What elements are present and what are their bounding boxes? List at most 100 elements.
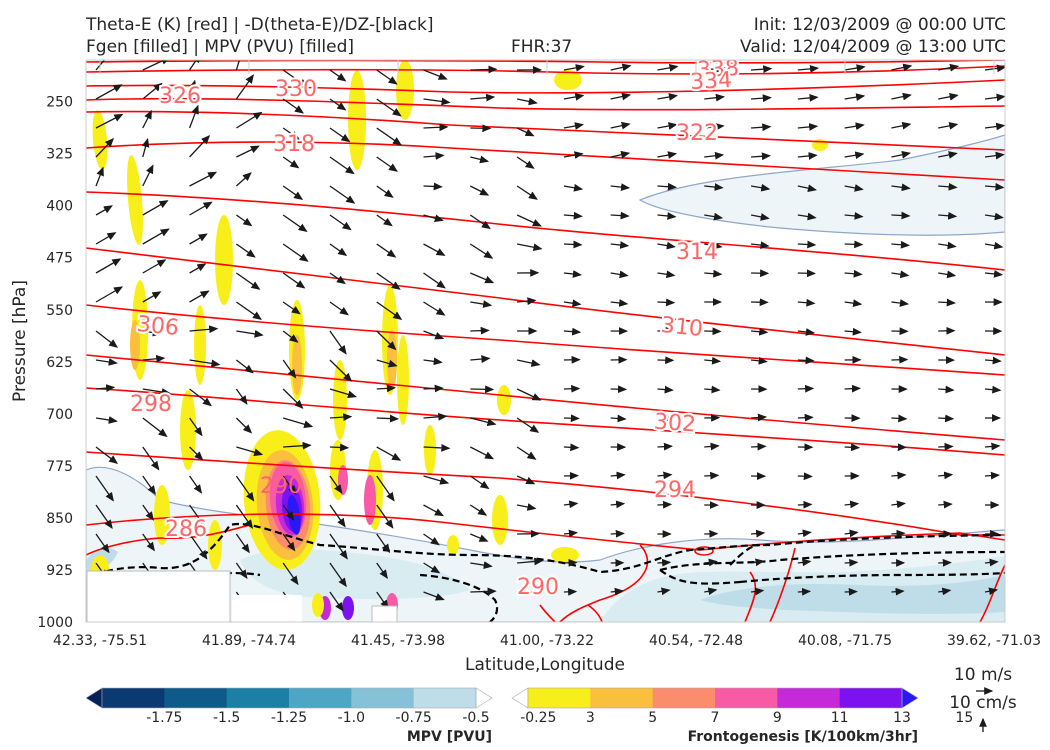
wind-vector — [610, 183, 631, 191]
wind-vector — [844, 64, 866, 72]
y-axis-ticks: 250 325 400 475 550 625 700 775 850 925 1000 — [37, 95, 73, 631]
wind-vector — [142, 228, 170, 245]
x-tick-label: 41.89, -74.74 — [202, 633, 296, 649]
wind-vector — [235, 243, 256, 258]
frontogenesis-region — [497, 385, 511, 415]
y-axis-label: Pressure [hPa] — [10, 280, 30, 402]
wind-vector — [751, 94, 772, 103]
wind-vector — [797, 356, 815, 365]
fgen-colorbar-tick-label: 13 — [893, 710, 911, 726]
wind-vector — [891, 92, 912, 101]
wind-vector — [751, 413, 767, 422]
wind-vector — [470, 417, 497, 427]
x-tick-label: 41.45, -73.98 — [351, 633, 445, 649]
wind-vector — [938, 151, 958, 159]
theta-e-label: 302 — [653, 410, 697, 438]
wind-vector — [235, 214, 253, 227]
wind-vector — [704, 558, 718, 567]
theta-e-contour — [86, 79, 1005, 94]
wind-vector — [235, 533, 250, 554]
theta-e-contour — [86, 387, 1005, 456]
wind-vector — [563, 500, 579, 509]
theta-e-contour — [539, 604, 556, 622]
wind-vector — [236, 111, 263, 129]
wind-vector — [844, 93, 866, 101]
frontogenesis-region — [126, 155, 144, 245]
wind-vector — [95, 475, 114, 502]
wind-vector — [282, 301, 301, 315]
wind-vector — [657, 93, 678, 101]
y-tick-label: 700 — [46, 407, 73, 423]
wind-vector — [95, 330, 119, 348]
wind-vector — [938, 241, 957, 250]
fgen-colorbar-outline — [527, 687, 903, 709]
wind-vector — [189, 201, 213, 216]
y-tick-label: 775 — [46, 459, 73, 475]
wind-vector — [891, 121, 912, 130]
wind-vector — [376, 446, 402, 461]
wind-vector — [423, 243, 446, 256]
wind-vector — [657, 212, 677, 220]
theta-e-label: 294 — [654, 478, 696, 503]
wind-vector — [236, 145, 260, 158]
theta-e-contour — [86, 451, 1005, 536]
wind-vector — [376, 301, 403, 320]
wind-vector — [282, 69, 309, 88]
wind-vector — [984, 471, 1000, 480]
theta-e-label: 290 — [260, 474, 302, 499]
title-left-line2: Fgen [filled] | MPV (PVU) [filled] — [86, 37, 355, 57]
title-right: Init: 12/03/2009 @ 00:00 UTC Valid: 12/0… — [740, 14, 1006, 58]
wind-vector — [95, 232, 117, 245]
wind-vector — [142, 82, 163, 100]
wind-vector — [95, 358, 118, 366]
wind-vector — [704, 151, 725, 160]
y-tick-label: 550 — [46, 303, 73, 319]
wind-vector — [610, 92, 632, 101]
wind-vector — [236, 330, 264, 338]
wind-vector — [517, 297, 537, 305]
wind-vector — [797, 152, 818, 160]
wind-vector — [189, 504, 206, 528]
wind-vector — [282, 359, 297, 379]
wind-vector — [189, 263, 207, 274]
wind-vector — [938, 122, 959, 130]
wind-vector — [376, 69, 398, 85]
wind-vector — [844, 299, 863, 308]
wind-vector — [282, 185, 304, 200]
wind-vector — [376, 272, 401, 290]
wind-vector — [376, 384, 396, 393]
wind-vector — [470, 561, 493, 569]
wind-vector — [984, 241, 1004, 250]
wind-vector — [329, 69, 347, 82]
fgen-colorbar-swatch — [715, 688, 778, 708]
frontogenesis-region — [364, 475, 376, 525]
wind-vector — [563, 384, 581, 393]
wind-vector — [376, 156, 398, 172]
wind-vector — [938, 92, 959, 101]
wind-vector — [938, 500, 953, 509]
wind-vector — [657, 587, 671, 596]
wind-vector — [189, 290, 210, 303]
wind-vector — [704, 356, 722, 365]
wind-vector — [423, 591, 445, 601]
reference-vectors: 10 m/s 10 cm/s — [949, 665, 1017, 732]
x-axis-ticks: 42.33, -75.51 41.89, -74.74 41.45, -73.98 4… — [53, 60, 1041, 649]
wind-vector — [844, 384, 861, 393]
stability-contour — [659, 550, 1005, 572]
wind-vector — [423, 69, 448, 80]
wind-vector — [376, 243, 397, 258]
fgen-colorbar-swatch — [839, 688, 903, 708]
wind-vector — [563, 93, 585, 101]
frontogenesis-region — [92, 110, 108, 170]
wind-vector — [563, 151, 584, 159]
wind-vector — [938, 558, 952, 567]
wind-vector — [751, 123, 772, 132]
wind-vector — [516, 475, 536, 485]
wind-vector — [657, 241, 676, 250]
theta-e-contour — [86, 141, 1005, 181]
wind-vector — [750, 587, 765, 596]
mpv-colorbar-outline — [101, 687, 477, 709]
wind-vector — [423, 562, 441, 574]
wind-vector — [563, 183, 584, 192]
